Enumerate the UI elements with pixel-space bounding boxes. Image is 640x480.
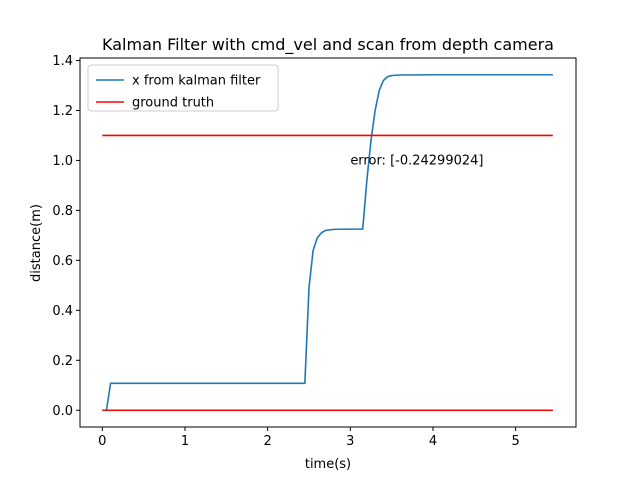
y-tick-label: 1.0 <box>52 154 73 169</box>
chart-title: Kalman Filter with cmd_vel and scan from… <box>102 35 554 55</box>
series-line-kalman <box>102 73 553 412</box>
y-tick-label: 0.2 <box>52 354 73 369</box>
x-axis-label: time(s) <box>305 457 351 472</box>
x-tick-label: 4 <box>429 434 437 449</box>
y-axis-label: distance(m) <box>29 204 44 282</box>
y-tick-label: 0.0 <box>52 404 73 419</box>
x-tick-label: 5 <box>512 434 520 449</box>
y-tick-label: 0.8 <box>52 204 73 219</box>
legend-entry: x from kalman filter <box>132 74 261 89</box>
plot-frame <box>79 57 577 428</box>
y-tick-label: 1.4 <box>52 54 73 69</box>
y-tick-label: 0.4 <box>52 304 73 319</box>
x-tick-label: 2 <box>264 434 272 449</box>
legend-entry: ground truth <box>132 96 214 111</box>
axes: 0 1 2 3 4 5 0.0 0.2 0.4 0.6 0.8 1.0 1.2 1.4 <box>52 54 577 449</box>
x-tick-label: 0 <box>98 434 106 449</box>
x-tick-label: 3 <box>346 434 354 449</box>
plot-area: error: [-0.24299024] <box>102 73 553 412</box>
y-tick-label: 0.6 <box>52 254 73 269</box>
legend-box <box>87 64 279 112</box>
y-tick-label: 1.2 <box>52 104 73 119</box>
error-annotation: error: [-0.24299024] <box>350 153 483 168</box>
x-tick-label: 1 <box>181 434 189 449</box>
legend: x from kalman filter ground truth <box>87 64 279 112</box>
